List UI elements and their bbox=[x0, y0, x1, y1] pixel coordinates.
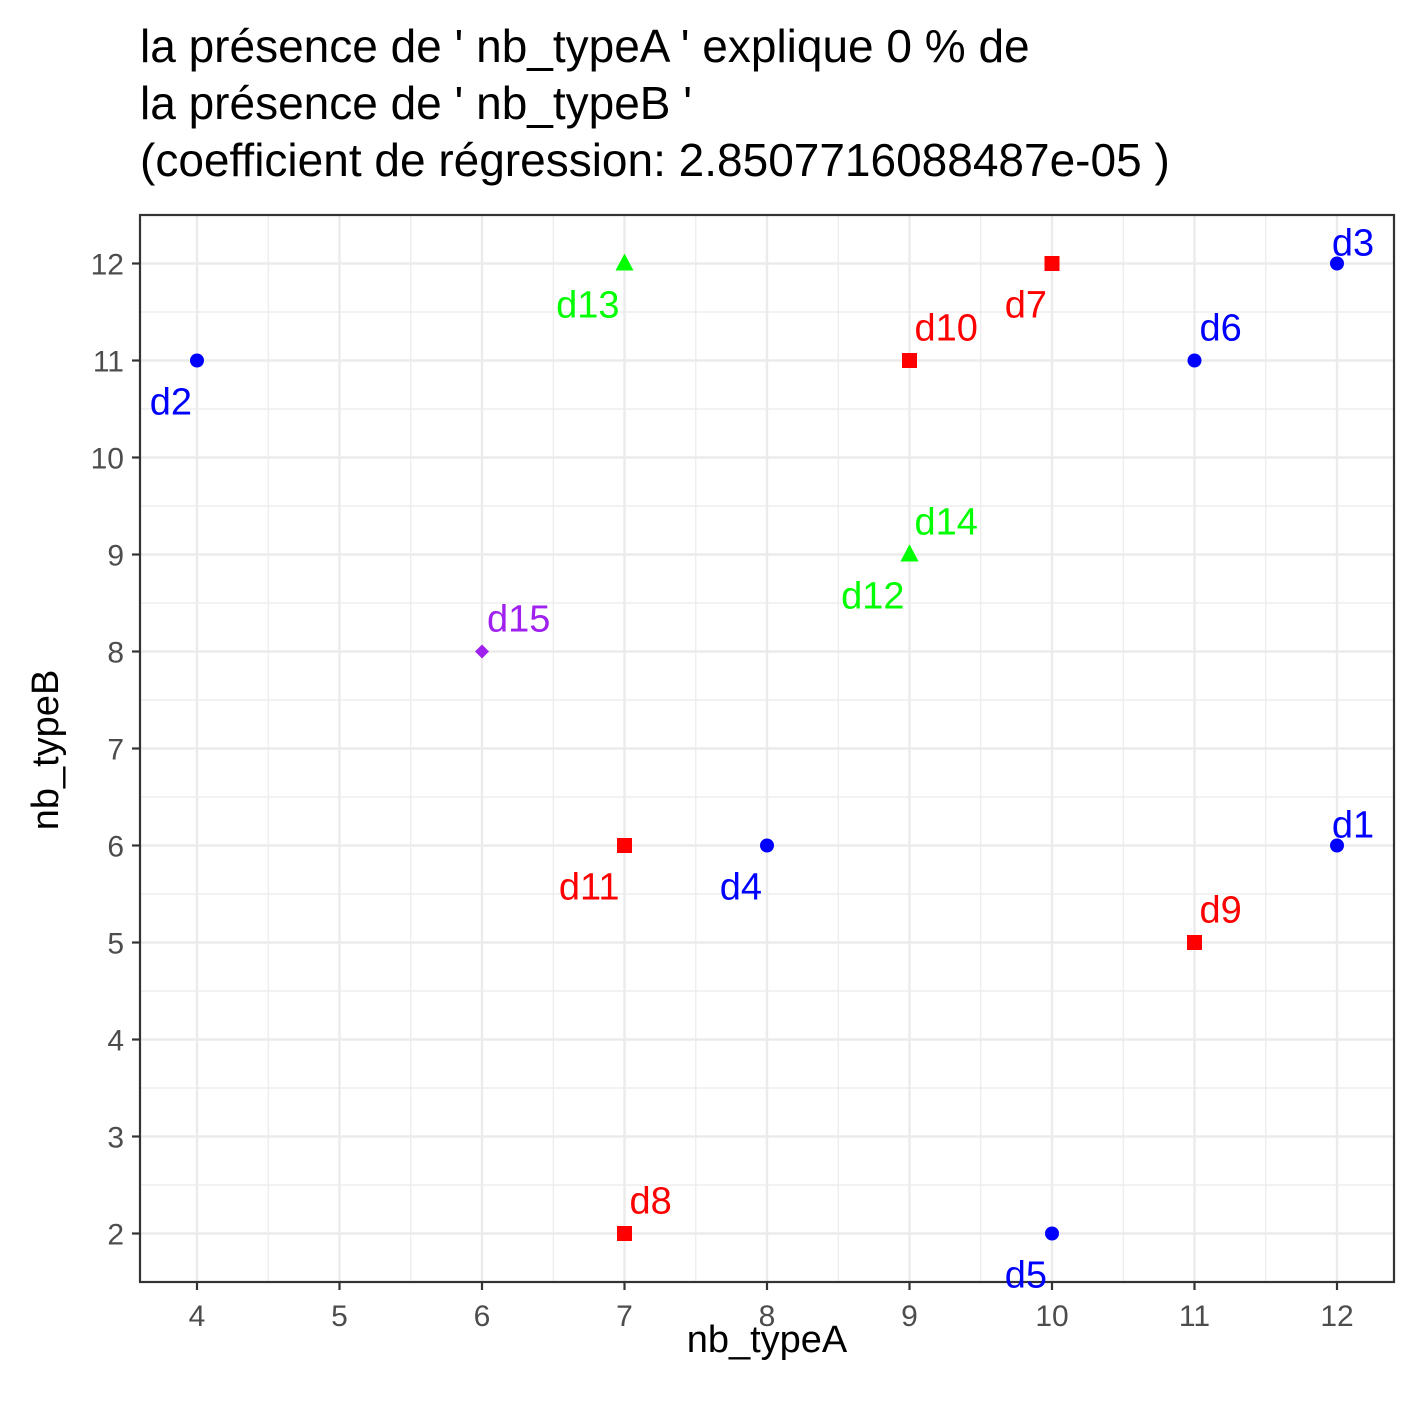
label-d13: d13 bbox=[556, 285, 619, 327]
point-d7 bbox=[1044, 256, 1060, 271]
point-d1 bbox=[1330, 838, 1344, 853]
y-tick-label: 12 bbox=[91, 249, 124, 282]
label-d8: d8 bbox=[630, 1181, 672, 1223]
x-tick-label: 5 bbox=[331, 1300, 348, 1333]
label-d1: d1 bbox=[1332, 805, 1374, 847]
point-d15 bbox=[475, 644, 489, 659]
label-d2: d2 bbox=[150, 382, 192, 424]
label-d5: d5 bbox=[1005, 1255, 1047, 1297]
x-axis-ticks: 4 5 6 7 8 9 10 11 12 bbox=[189, 1282, 1354, 1333]
y-tick-label: 5 bbox=[107, 928, 124, 961]
label-d3: d3 bbox=[1332, 223, 1374, 265]
point-d6 bbox=[1187, 353, 1202, 368]
y-tick-label: 9 bbox=[107, 540, 124, 573]
point-d8 bbox=[617, 1226, 632, 1241]
x-tick-label: 12 bbox=[1320, 1300, 1353, 1333]
x-tick-label: 9 bbox=[901, 1300, 918, 1333]
x-tick-label: 6 bbox=[474, 1300, 491, 1333]
label-d12: d12 bbox=[841, 576, 904, 618]
label-d7: d7 bbox=[1005, 285, 1047, 327]
y-axis-title: nb_typeB bbox=[25, 670, 67, 831]
chart-title-line-3: (coefficient de régression: 2.8507716088… bbox=[140, 134, 1170, 186]
point-labels: d1 d2 d3 d4 d5 d6 d7 d8 d9 d10 d11 d12 d13 d14 d15 bbox=[150, 223, 1374, 1297]
point-d10 bbox=[902, 353, 917, 368]
y-tick-label: 2 bbox=[107, 1219, 124, 1252]
label-d4: d4 bbox=[720, 867, 762, 909]
y-tick-label: 8 bbox=[107, 637, 124, 670]
point-d14 bbox=[900, 544, 919, 562]
y-tick-label: 3 bbox=[107, 1122, 124, 1155]
point-d13 bbox=[615, 253, 634, 271]
x-tick-label: 10 bbox=[1035, 1300, 1068, 1333]
x-tick-label: 4 bbox=[189, 1300, 206, 1333]
label-d15: d15 bbox=[487, 599, 550, 641]
data-points bbox=[190, 253, 1344, 1241]
chart-title-line-2: la présence de ' nb_typeB ' bbox=[140, 77, 693, 129]
label-d6: d6 bbox=[1200, 308, 1242, 350]
label-d14: d14 bbox=[915, 502, 978, 544]
label-d10: d10 bbox=[915, 308, 978, 350]
y-axis-ticks: 2 3 4 5 6 7 8 9 10 11 12 bbox=[91, 249, 140, 1252]
y-tick-label: 10 bbox=[91, 443, 124, 476]
x-tick-label: 7 bbox=[616, 1300, 633, 1333]
point-d2 bbox=[190, 353, 204, 368]
x-tick-label: 8 bbox=[759, 1300, 776, 1333]
point-d9 bbox=[1187, 935, 1202, 950]
point-d3 bbox=[1330, 256, 1344, 271]
x-axis-title: nb_typeA bbox=[687, 1319, 848, 1361]
major-gridlines bbox=[140, 215, 1394, 1282]
label-d11: d11 bbox=[559, 867, 620, 909]
chart-title: la présence de ' nb_typeA ' explique 0 %… bbox=[140, 18, 1170, 189]
point-d11 bbox=[617, 838, 632, 853]
y-tick-label: 6 bbox=[107, 831, 124, 864]
x-tick-label: 11 bbox=[1179, 1300, 1210, 1333]
chart-title-line-1: la présence de ' nb_typeA ' explique 0 %… bbox=[140, 20, 1030, 72]
y-tick-label: 11 bbox=[93, 346, 124, 379]
point-d4 bbox=[760, 838, 774, 853]
y-tick-label: 7 bbox=[107, 734, 124, 767]
point-d5 bbox=[1045, 1226, 1059, 1241]
label-d9: d9 bbox=[1200, 890, 1242, 932]
y-tick-label: 4 bbox=[107, 1025, 124, 1058]
